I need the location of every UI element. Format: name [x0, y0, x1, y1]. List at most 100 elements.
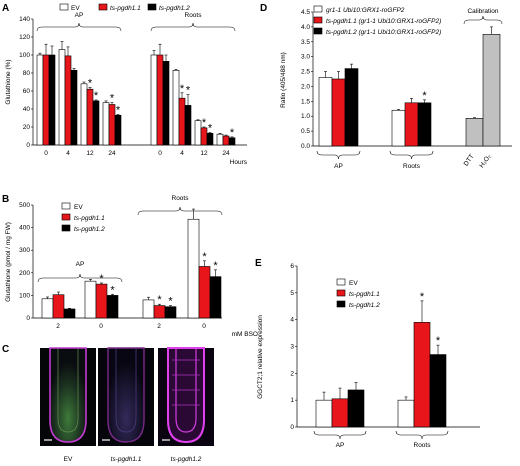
- panel-d-bar: [404, 102, 419, 147]
- panel-a-y-tick-label: 60: [23, 88, 31, 95]
- panel-a-x-tick-label: 12: [200, 150, 208, 157]
- panel-a-legend-swatch: [59, 3, 69, 11]
- panel-b-y-tick-label: 400: [19, 225, 30, 232]
- panel-e-bar: [397, 399, 415, 428]
- panel-e-y-axis-label: GGCT2;1 relative expression: [257, 315, 264, 399]
- panel-b-x-tick-label: 2: [56, 323, 60, 330]
- panel-b-legend-label: ts-pgdh1.2: [74, 226, 105, 233]
- panel-a-bar: [108, 104, 116, 146]
- panel-d-y-tick-label: 0.5: [301, 128, 310, 135]
- micrograph-label-ts-pgdh1-1: ts-pgdh1.1: [111, 456, 142, 463]
- panel-b-x-tick-label: 0: [99, 323, 103, 330]
- panel-b-y-tick-label: 500: [19, 202, 30, 209]
- panel-a-bar: [172, 70, 180, 146]
- panel-a-y-tick-label: 20: [23, 124, 31, 131]
- panel-b-legend-swatch: [61, 202, 71, 210]
- panel-e-legend-label: ts-pgdh1.1: [349, 291, 380, 298]
- panel-e-legend-label: ts-pgdh1.2: [349, 302, 380, 309]
- panel-a-significance-star: *: [202, 117, 207, 129]
- panel-b-significance-star: *: [157, 294, 162, 306]
- panel-d-y-tick-label: 2.0: [301, 83, 310, 90]
- panel-d-legend-swatch: [313, 27, 323, 35]
- panel-b-significance-star: *: [110, 284, 115, 296]
- panel-b-bar: [41, 298, 54, 319]
- panel-d-y-tick-label: 3.0: [301, 54, 310, 61]
- panel-a-bar: [42, 54, 50, 146]
- panel-a-group-brace: [36, 22, 122, 32]
- panel-e-legend-swatch: [336, 300, 346, 308]
- panel-b-significance-star: *: [202, 251, 207, 263]
- panel-a-bar: [206, 133, 214, 146]
- panel-b-bar: [153, 305, 166, 319]
- panel-d-y-tick-label: 1.5: [301, 98, 310, 105]
- panel-d-significance-star: *: [422, 90, 427, 102]
- panel-a-group-label: AP: [75, 12, 84, 19]
- panel-d-y-tick-label: 0.0: [301, 143, 310, 150]
- panel-a-bar: [80, 83, 88, 146]
- panel-e-y-tick-label: 1: [290, 397, 294, 404]
- panel-a-y-tick-label: 120: [19, 34, 30, 41]
- panel-a-bar: [86, 88, 94, 146]
- panel-letter-b: B: [2, 194, 9, 205]
- panel-a-bar: [222, 135, 230, 146]
- panel-a-legend-swatch: [98, 3, 108, 11]
- panel-a-bar: [150, 54, 158, 146]
- panel-e-y-tick-label: 0: [290, 424, 294, 431]
- panel-e-y-tick-label: 6: [290, 263, 294, 270]
- panel-b-significance-star: *: [99, 273, 104, 285]
- panel-d-group-label: AP: [334, 163, 343, 170]
- panel-b-group-brace: [37, 273, 123, 283]
- panel-letter-c: C: [2, 344, 9, 355]
- micrograph-ts-pgdh1-2: [158, 347, 214, 446]
- panel-a-y-tick-label: 40: [23, 106, 31, 113]
- panel-b-y-tick-label: 300: [19, 247, 30, 254]
- panel-a-x-tick-label: 0: [44, 150, 48, 157]
- panel-e-y-tick-label: 3: [290, 344, 294, 351]
- panel-b-legend-swatch: [61, 213, 71, 221]
- panel-b-legend-swatch: [61, 224, 71, 232]
- panel-a-legend-label: EV: [71, 5, 80, 12]
- panel-d-bar: [331, 78, 346, 147]
- panel-b-bar: [142, 299, 155, 319]
- panel-a-bar: [114, 115, 122, 146]
- panel-d-chart: 0.0 0.5 1.0 1.5 2.0 2.5 3.0 3.5 4.0 4.5 Ratio (405…: [280, 5, 512, 170]
- panel-e-y-tick-label: 2: [290, 370, 294, 377]
- panel-b-bar: [209, 276, 222, 319]
- panel-d-bar: [465, 118, 484, 147]
- panel-d-bar: [344, 68, 359, 147]
- panel-a-x-tick-label: 4: [66, 150, 70, 157]
- panel-e-significance-star: *: [436, 335, 441, 347]
- panel-e-significance-star: *: [420, 291, 425, 303]
- panel-b-significance-star: *: [168, 296, 173, 308]
- panel-d-x-tick-label: DTT: [463, 153, 476, 167]
- panel-b-bar: [52, 294, 65, 319]
- panel-b-bar: [95, 283, 108, 319]
- panel-b-x-axis-label: mM BSO: [232, 331, 258, 338]
- panel-d-group-brace: [463, 15, 503, 25]
- panel-b-legend-label: ts-pgdh1.1: [74, 215, 105, 222]
- panel-a-bar: [178, 97, 186, 146]
- panel-a-legend-label: ts-pgdh1.2: [159, 5, 190, 12]
- panel-a-bar: [102, 102, 110, 146]
- panel-a-significance-star: *: [94, 90, 99, 102]
- panel-a-y-tick-label: 140: [19, 16, 30, 23]
- panel-a-x-tick-label: 24: [222, 150, 230, 157]
- panel-b-y-tick-label: 0: [26, 315, 30, 322]
- panel-letter-d: D: [260, 3, 267, 14]
- panel-d-y-tick-label: 1.0: [301, 113, 310, 120]
- panel-a-bar: [156, 54, 164, 146]
- panel-d-y-tick-label: 3.5: [301, 39, 310, 46]
- panel-d-y-tick-label: 4.5: [301, 9, 310, 16]
- micrograph-label-ts-pgdh1-2: ts-pgdh1.2: [171, 456, 202, 463]
- panel-b-bar: [106, 295, 119, 319]
- panel-b-y-tick-label: 200: [19, 270, 30, 277]
- panel-e-group-brace: [395, 430, 449, 440]
- panel-b-x-tick-label: 0: [202, 323, 206, 330]
- panel-e-legend-swatch: [336, 278, 346, 286]
- panel-d-y-tick-label: 4.0: [301, 24, 310, 31]
- panel-a-x-tick-label: 4: [180, 150, 184, 157]
- panel-d-y-axis-label: Ratio (405/488 nm): [280, 52, 287, 108]
- panel-e-group-label: AP: [336, 442, 345, 449]
- panel-b-group-label: Roots: [172, 195, 190, 202]
